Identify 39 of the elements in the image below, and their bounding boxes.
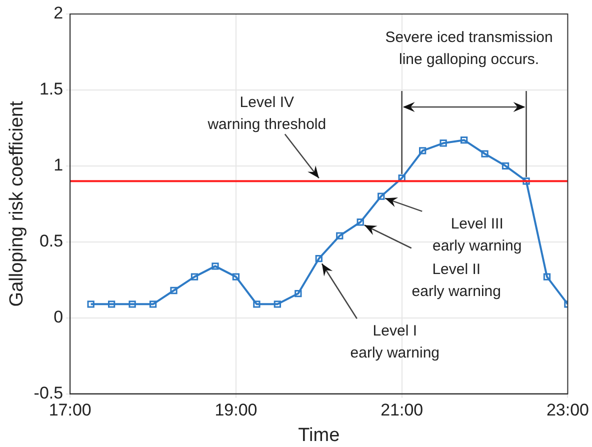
annotation: Level III early warning	[432, 215, 522, 254]
y-tick-label: 1	[54, 156, 64, 175]
point	[274, 300, 282, 308]
point	[232, 273, 240, 280]
point	[440, 140, 447, 147]
x-tick-label: 23:00	[546, 400, 590, 420]
point	[502, 162, 510, 170]
annotation: Level IV warning threshold	[206, 94, 326, 134]
y-axis-title: Galloping risk coefficient	[6, 100, 28, 307]
point	[481, 150, 488, 158]
point	[543, 273, 551, 280]
point	[190, 273, 198, 280]
point	[315, 255, 322, 262]
point	[460, 136, 468, 144]
x-axis-title: Time	[298, 424, 340, 446]
point	[378, 192, 385, 200]
x-tick-label: 17:00	[48, 400, 92, 420]
annotation: Severe iced transmission line galloping occurs.	[385, 29, 553, 68]
point	[356, 218, 364, 226]
x-tick-label: 19:00	[214, 400, 258, 420]
point	[212, 262, 219, 270]
annotation: Level I early warning	[350, 322, 440, 362]
y-tick-label: 1.5	[39, 80, 64, 99]
point	[253, 300, 260, 308]
y-tick-label: 0	[54, 308, 64, 327]
y-tick-label: -0.5	[34, 383, 64, 402]
y-tick-label: 2	[54, 4, 64, 23]
point	[149, 300, 157, 308]
point	[108, 300, 116, 308]
point	[87, 300, 94, 308]
point	[128, 300, 136, 308]
point	[170, 286, 178, 294]
annotation: Level II early warning	[412, 261, 501, 300]
point	[294, 290, 302, 298]
point	[336, 232, 344, 240]
y-tick-label: 0.5	[39, 232, 64, 251]
point	[522, 178, 530, 185]
point	[419, 147, 426, 154]
x-tick-label: 21:00	[380, 400, 424, 420]
